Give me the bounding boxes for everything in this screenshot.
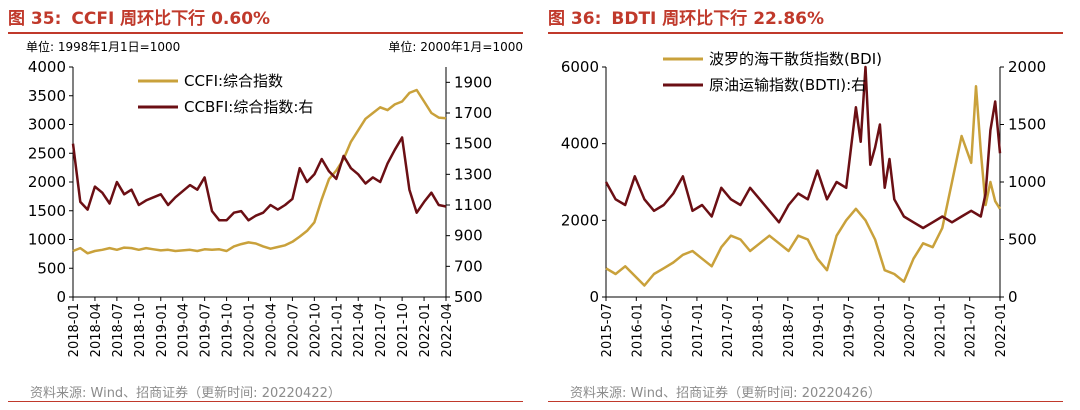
x-tick-label: 2019-07 (842, 303, 857, 357)
y-right-tick-label: 1500 (1008, 116, 1046, 134)
x-tick-label: 2016-07 (661, 303, 676, 357)
x-tick-label: 2018-10 (133, 303, 148, 357)
x-tick-label: 2019-07 (199, 303, 214, 357)
y-right-tick-label: 900 (454, 227, 483, 245)
x-tick-label: 2021-10 (396, 303, 411, 357)
y-right-tick-label: 0 (1008, 288, 1018, 306)
y-right-tick-label: 1700 (454, 104, 492, 122)
title-divider (8, 32, 523, 34)
source-divider (548, 401, 1063, 402)
y-left-tick-label: 1500 (28, 202, 66, 220)
x-tick-label: 2018-04 (89, 303, 104, 357)
figure-label: 图 36: (548, 9, 602, 29)
y-left-tick-label: 0 (589, 288, 599, 306)
x-tick-label: 2016-01 (630, 303, 645, 357)
bdti-line-chart: 0 2000 4000 6000 0 500 1000 1500 2000 2015-07 2016… (561, 50, 1046, 357)
x-tick-label: 2020-07 (286, 303, 301, 357)
x-tick-label: 2021-07 (374, 303, 389, 357)
unit-right-label: 单位: 2000年1月=1000 (388, 39, 523, 54)
chart-title-text: CCFI 周环比下行 0.60% (71, 9, 271, 29)
y-left-tick-label: 4000 (28, 58, 66, 76)
ccfi-line-chart: 单位: 1998年1月1日=1000 单位: 2000年1月=1000 0 500… (26, 39, 523, 357)
x-tick-label: 2022-01 (994, 303, 1009, 357)
figure-label: 图 35: (8, 9, 62, 29)
y-right-tick-label: 1500 (454, 135, 492, 153)
series-line-1 (605, 84, 1002, 287)
x-tick-label: 2020-10 (308, 303, 323, 357)
unit-left-label: 单位: 1998年1月1日=1000 (26, 39, 180, 54)
y-left-tick-label: 4000 (561, 135, 599, 153)
x-tick-label: 2022-01 (418, 303, 433, 357)
y-left-tick-label: 3500 (28, 87, 66, 105)
x-tick-label: 2021-04 (352, 303, 367, 357)
x-tick-label: 2020-07 (903, 303, 918, 357)
source-note: 资料来源: Wind、招商证券（更新时间: 20220422） (30, 386, 341, 401)
title-divider (548, 32, 1063, 34)
x-tick-label: 2018-01 (752, 303, 767, 357)
y-left-tick-label: 1000 (28, 231, 66, 249)
x-tick-label: 2017-01 (691, 303, 706, 357)
chart-panel-bdti: 图 36: BDTI 周环比下行 22.86% 0 2000 4000 6000 0 500… (548, 0, 1073, 410)
y-right-tick-label: 500 (454, 288, 483, 306)
y-right-tick-label: 700 (454, 257, 483, 275)
x-tick-label: 2021-01 (933, 303, 948, 357)
legend-label: 原油运输指数(BDTI):右 (709, 76, 866, 94)
legend-label: CCBFI:综合指数:右 (184, 98, 313, 116)
legend-label: CCFI:综合指数 (184, 72, 283, 90)
chart-title-text: BDTI 周环比下行 22.86% (611, 9, 825, 29)
chart-title: 图 35: CCFI 周环比下行 0.60% (8, 4, 270, 29)
y-right-tick-label: 1000 (1008, 173, 1046, 191)
x-tick-label: 2015-07 (600, 303, 615, 357)
series-line-1 (72, 88, 447, 255)
y-left-tick-label: 2500 (28, 144, 66, 162)
x-tick-label: 2020-01 (243, 303, 258, 357)
x-tick-label: 2019-04 (177, 303, 192, 357)
x-tick-label: 2019-10 (221, 303, 236, 357)
series-line-2 (71, 136, 447, 222)
x-tick-label: 2018-07 (111, 303, 126, 357)
chart-panel-ccfi: 图 35: CCFI 周环比下行 0.60% 单位: 1998年1月1日=1000… (8, 0, 533, 410)
chart-title: 图 36: BDTI 周环比下行 22.86% (548, 4, 824, 29)
y-left-tick-label: 500 (37, 259, 66, 277)
x-tick-label: 2021-01 (330, 303, 345, 357)
y-left-tick-label: 2000 (28, 173, 66, 191)
y-right-tick-label: 500 (1008, 231, 1037, 249)
source-note: 资料来源: Wind、招商证券（更新时间: 20220426） (570, 386, 881, 401)
y-right-tick-label: 1300 (454, 165, 492, 183)
source-divider (8, 401, 523, 402)
y-right-tick-label: 1100 (454, 196, 492, 214)
legend-label: 波罗的海干散货指数(BDI) (709, 50, 882, 68)
y-right-tick-label: 1900 (454, 73, 492, 91)
y-right-tick-label: 2000 (1008, 58, 1046, 76)
x-tick-label: 2022-04 (440, 303, 455, 357)
y-left-tick-label: 6000 (561, 58, 599, 76)
x-tick-label: 2020-01 (873, 303, 888, 357)
x-tick-label: 2018-07 (782, 303, 797, 357)
x-tick-label: 2019-01 (155, 303, 170, 357)
x-tick-label: 2017-07 (721, 303, 736, 357)
y-left-tick-label: 2000 (561, 211, 599, 229)
y-left-tick-label: 3000 (28, 116, 66, 134)
series-line-2 (604, 65, 1002, 230)
x-tick-label: 2018-01 (67, 303, 82, 357)
x-tick-label: 2020-04 (264, 303, 279, 357)
x-tick-label: 2019-01 (812, 303, 827, 357)
y-left-tick-label: 0 (56, 288, 66, 306)
x-tick-label: 2021-07 (964, 303, 979, 357)
